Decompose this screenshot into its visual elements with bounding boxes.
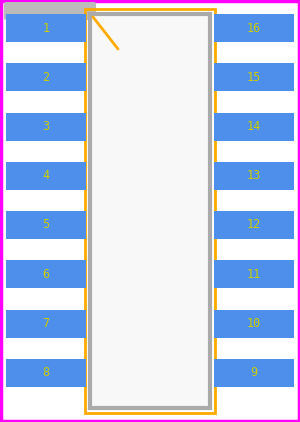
Text: 6: 6 (42, 268, 50, 281)
Bar (6, 162, 86, 190)
Text: 2: 2 (42, 71, 50, 84)
Text: 5: 5 (42, 219, 50, 232)
Text: 14: 14 (247, 120, 261, 133)
Bar (6, 113, 86, 141)
Text: 3: 3 (42, 120, 50, 133)
Text: 10: 10 (247, 317, 261, 330)
Text: 15: 15 (247, 71, 261, 84)
Bar (214, 359, 294, 387)
Bar (6, 211, 86, 239)
Text: 7: 7 (42, 317, 50, 330)
Bar (90, 14, 210, 408)
Text: 9: 9 (250, 366, 258, 379)
Bar (214, 14, 294, 42)
Text: 13: 13 (247, 169, 261, 182)
Text: 8: 8 (42, 366, 50, 379)
Bar (6, 260, 86, 288)
Bar (214, 211, 294, 239)
Bar (6, 309, 86, 338)
Bar (6, 63, 86, 91)
Text: 1: 1 (42, 22, 50, 35)
Bar (85, 9, 215, 413)
Text: 11: 11 (247, 268, 261, 281)
Bar (6, 359, 86, 387)
Bar (214, 63, 294, 91)
Text: 4: 4 (42, 169, 50, 182)
Bar (6, 14, 86, 42)
Bar (214, 162, 294, 190)
Text: 16: 16 (247, 22, 261, 35)
Bar (214, 309, 294, 338)
Bar (214, 260, 294, 288)
FancyBboxPatch shape (4, 2, 96, 20)
Text: 12: 12 (247, 219, 261, 232)
Bar (214, 113, 294, 141)
